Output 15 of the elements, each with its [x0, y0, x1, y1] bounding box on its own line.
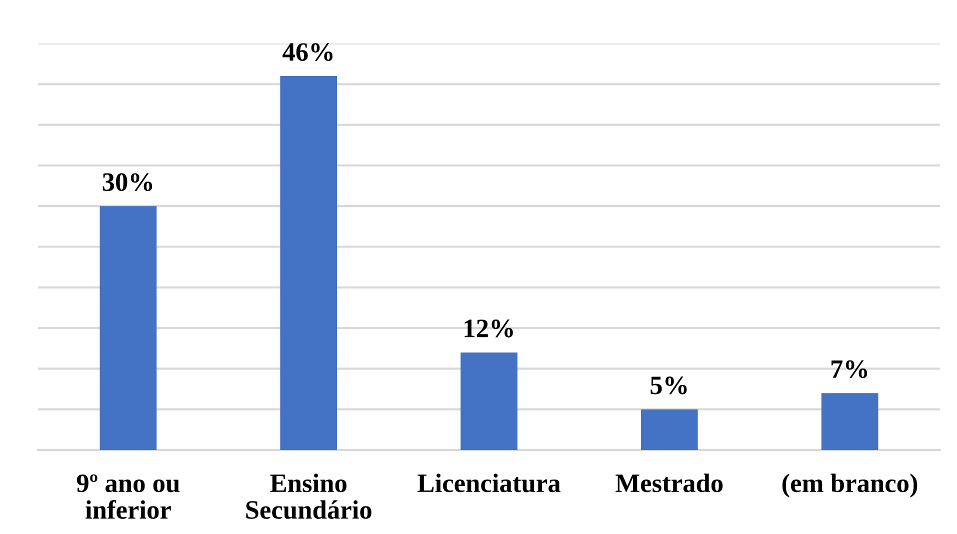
data-label: 5%: [650, 376, 687, 394]
data-label: 7%: [832, 360, 868, 378]
bar: [640, 409, 698, 450]
x-tick-label: Licenciatura: [418, 474, 560, 492]
bar: [460, 352, 518, 450]
x-tick-label: Mestrado: [616, 474, 723, 492]
data-label: 46%: [282, 43, 333, 62]
x-tick-label: 9º ano ou inferior: [76, 474, 180, 519]
bar: [821, 393, 878, 450]
x-tick-label: Ensino Secundário: [246, 474, 372, 519]
bar: [280, 76, 338, 450]
bar: [100, 206, 157, 450]
data-label: 30%: [102, 173, 152, 192]
x-tick-label: (em branco): [782, 474, 918, 498]
data-label: 12%: [464, 320, 513, 338]
